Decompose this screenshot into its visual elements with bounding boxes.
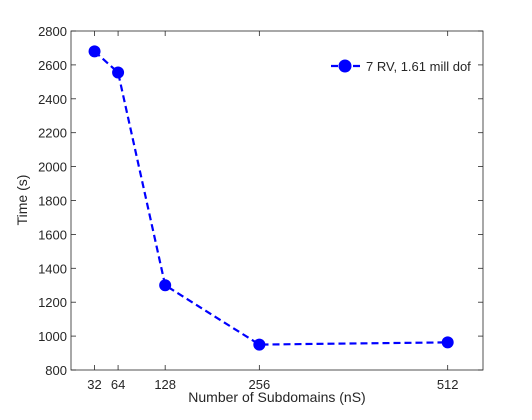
x-axis-label: Number of Subdomains (nS) xyxy=(188,389,365,405)
data-point xyxy=(112,66,125,79)
x-tick-label: 256 xyxy=(248,377,270,392)
y-tick-label: 2800 xyxy=(38,24,67,39)
y-tick-label: 1800 xyxy=(38,194,67,209)
legend-label: 7 RV, 1.61 mill dof xyxy=(366,59,471,74)
data-point xyxy=(159,279,172,292)
legend: 7 RV, 1.61 mill dof xyxy=(331,59,471,74)
y-axis-label: Time (s) xyxy=(14,175,30,226)
y-tick-label: 800 xyxy=(45,363,67,378)
legend-dot-marker xyxy=(338,59,352,73)
plot-area xyxy=(70,30,484,371)
data-point xyxy=(88,45,101,58)
data-point xyxy=(441,336,454,349)
y-tick-label: 1400 xyxy=(38,261,67,276)
y-tick-label: 1200 xyxy=(38,295,67,310)
y-tick-label: 2600 xyxy=(38,58,67,73)
x-axis: 32 64 128 256 512 xyxy=(87,31,459,392)
x-tick-label: 32 xyxy=(87,377,101,392)
series-layer xyxy=(88,45,454,351)
y-tick-label: 2000 xyxy=(38,160,67,175)
data-point xyxy=(253,338,266,351)
series-line xyxy=(93,50,448,346)
y-axis: 800 1000 1200 1400 1600 1800 2000 2200 2400 2600 2… xyxy=(38,24,483,378)
x-tick-label: 64 xyxy=(111,377,125,392)
y-tick-label: 1000 xyxy=(38,329,67,344)
y-tick-label: 1600 xyxy=(38,227,67,242)
x-tick-label: 128 xyxy=(154,377,176,392)
x-tick-label: 512 xyxy=(437,377,459,392)
y-tick-label: 2400 xyxy=(38,92,67,107)
y-tick-label: 2200 xyxy=(38,126,67,141)
